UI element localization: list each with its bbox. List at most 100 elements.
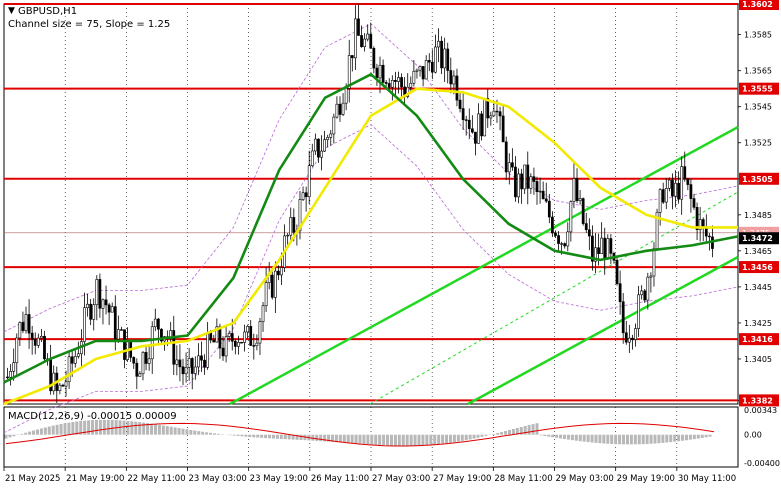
candle-body <box>344 88 348 104</box>
candle-body <box>89 303 93 320</box>
candle-body <box>120 329 123 331</box>
candle-body <box>615 259 619 284</box>
candle-body <box>289 217 293 236</box>
candle-body <box>591 235 594 262</box>
candle-body <box>640 290 644 296</box>
candle-body <box>366 33 370 40</box>
candle-body <box>504 141 508 173</box>
candle-body <box>243 331 246 343</box>
level-price-label: 1.3505 <box>742 175 773 184</box>
candle-body <box>409 82 413 88</box>
candle-body <box>43 335 46 360</box>
candle-body <box>587 229 591 237</box>
candle-body <box>212 339 216 343</box>
candle-body <box>156 318 160 330</box>
candle-body <box>58 384 62 391</box>
candle-body <box>424 60 428 80</box>
level-price-tag <box>739 333 779 346</box>
candle-body <box>313 138 317 152</box>
candle-body <box>483 98 487 137</box>
candle-body <box>224 336 228 357</box>
candle-body <box>569 201 573 233</box>
candle-body <box>529 176 533 189</box>
candle-body <box>689 184 693 199</box>
candle-body <box>671 179 674 197</box>
candle-body <box>258 321 262 344</box>
candle-body <box>631 337 634 340</box>
candle-body <box>683 166 687 180</box>
candle-body <box>92 304 96 320</box>
candle-body <box>18 322 22 339</box>
candle-body <box>495 110 499 113</box>
channel-upper <box>229 125 739 406</box>
candle-body <box>597 247 600 254</box>
candle-body <box>261 305 265 322</box>
candle-body <box>135 362 139 377</box>
candle-body <box>464 119 468 121</box>
candle-body <box>301 192 305 200</box>
level-price-label: 1.3416 <box>742 335 773 344</box>
price-tick-label: 1.3525 <box>744 139 772 148</box>
candle-body <box>246 326 250 333</box>
candle-body <box>470 128 474 133</box>
candle-body <box>449 70 453 85</box>
candle-body <box>652 248 656 277</box>
candle-body <box>175 359 179 365</box>
candle-body <box>36 337 40 346</box>
candle-body <box>658 189 662 213</box>
candle-body <box>190 358 194 374</box>
candle-body <box>664 188 668 203</box>
candle-body <box>101 299 105 309</box>
dropdown-icon[interactable]: ▼ <box>8 6 15 16</box>
price-tick-label: 1.3445 <box>744 283 772 292</box>
macd-scale-label: -0.00400 <box>744 459 780 468</box>
candle-body <box>575 178 579 201</box>
candle-body <box>492 110 496 117</box>
candle-body <box>517 173 520 198</box>
candle-body <box>9 371 12 378</box>
time-tick-label: 21 May 2025 <box>5 474 60 484</box>
candle-body <box>360 35 363 48</box>
candle-body <box>335 103 339 118</box>
candle-body <box>221 347 225 357</box>
macd-label: MACD(12,26,9) -0.00015 0.00009 <box>8 411 177 422</box>
candle-body <box>594 247 597 262</box>
candle-body <box>369 33 373 49</box>
candle-body <box>538 190 542 193</box>
candle-body <box>240 341 243 344</box>
price-tick-label: 1.3485 <box>744 211 772 220</box>
candle-body <box>160 328 163 342</box>
candle-body <box>443 48 447 69</box>
candle-body <box>286 234 290 237</box>
time-tick-label: 21 May 19:00 <box>66 474 124 484</box>
candle-body <box>677 182 680 200</box>
candle-body <box>698 219 702 230</box>
candle-body <box>624 332 628 343</box>
candle-body <box>15 337 19 364</box>
candle-body <box>209 332 213 341</box>
candle-body <box>95 279 99 306</box>
candle-body <box>320 150 323 158</box>
candle-body <box>138 373 142 377</box>
candle-body <box>230 333 234 342</box>
candle-body <box>178 359 182 368</box>
candle-body <box>24 314 28 331</box>
candle-body <box>107 304 111 313</box>
level-price-label: 1.3555 <box>742 85 773 94</box>
candle-body <box>98 279 102 309</box>
candle-body <box>132 357 136 364</box>
candle-body <box>61 384 65 387</box>
candle-body <box>150 326 154 360</box>
candle-body <box>600 237 604 254</box>
candle-body <box>350 55 354 59</box>
candle-body <box>461 108 465 121</box>
level-price-tag <box>739 261 779 274</box>
candle-body <box>363 38 366 48</box>
candle-body <box>280 267 283 276</box>
candle-body <box>21 322 25 331</box>
candle-body <box>566 231 570 247</box>
candle-body <box>252 345 256 347</box>
current-price-tag <box>739 232 779 245</box>
candle-body <box>557 235 560 244</box>
time-tick-label: 22 May 11:00 <box>127 474 185 484</box>
